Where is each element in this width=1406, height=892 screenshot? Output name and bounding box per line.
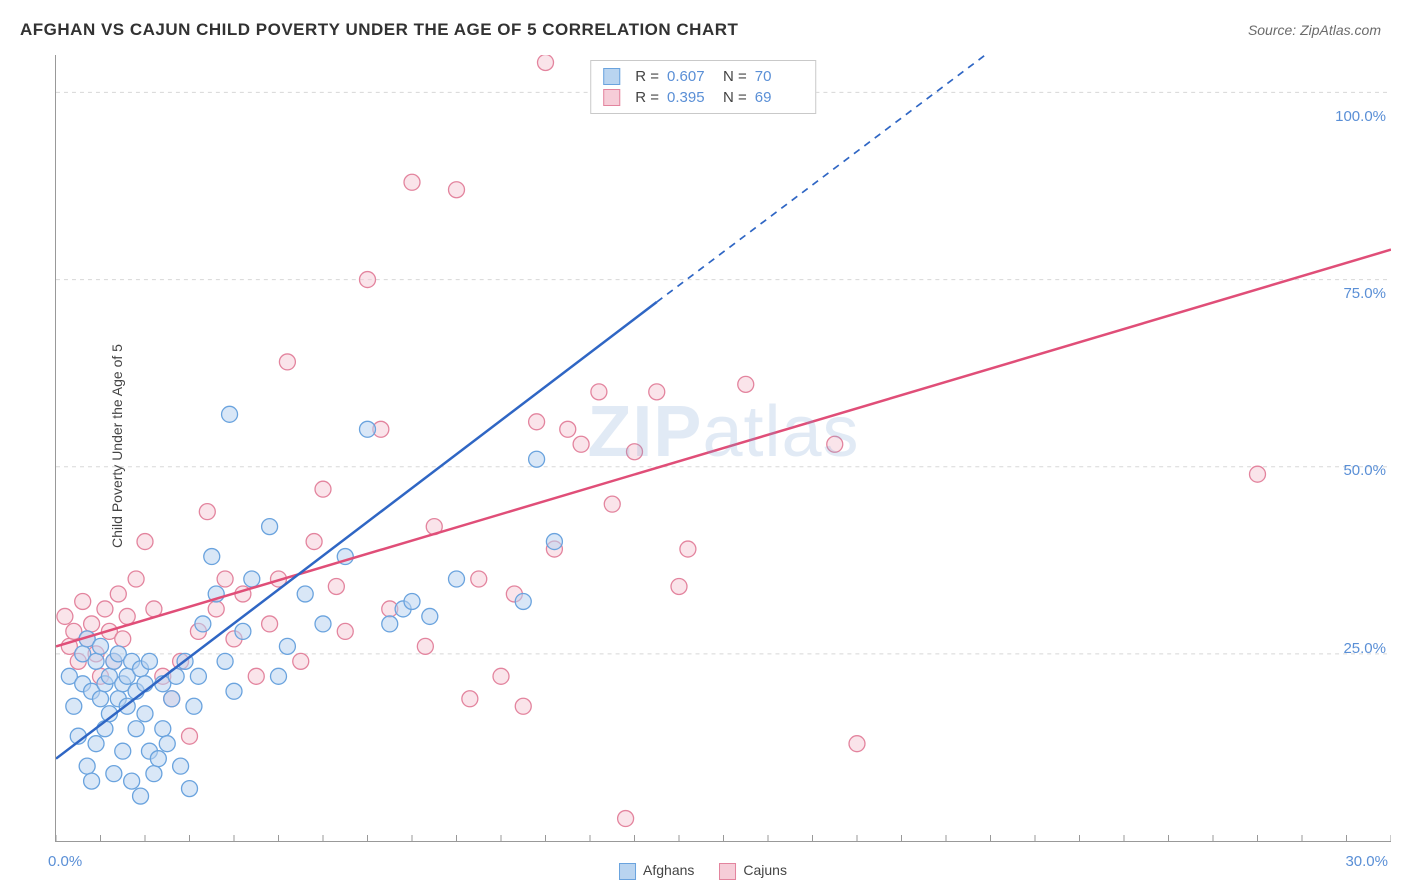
- y-tick-25: 25.0%: [1343, 640, 1386, 657]
- legend-afghans: Afghans: [619, 862, 694, 880]
- stats-row-afghans: R = 0.607 N = 70: [603, 66, 803, 87]
- legend-cajuns: Cajuns: [719, 862, 787, 880]
- source-label: Source: ZipAtlas.com: [1248, 22, 1381, 38]
- stats-box: R = 0.607 N = 70 R = 0.395 N = 69: [590, 60, 816, 114]
- chart-title: AFGHAN VS CAJUN CHILD POVERTY UNDER THE …: [20, 20, 738, 40]
- y-tick-50: 50.0%: [1343, 462, 1386, 479]
- plot-area: ZIPatlas: [55, 55, 1391, 842]
- x-tick-min: 0.0%: [48, 853, 82, 870]
- y-tick-100: 100.0%: [1335, 108, 1386, 125]
- y-tick-75: 75.0%: [1343, 285, 1386, 302]
- legend: Afghans Cajuns: [619, 862, 787, 880]
- x-tick-max: 30.0%: [1345, 853, 1388, 870]
- stats-row-cajuns: R = 0.395 N = 69: [603, 87, 803, 108]
